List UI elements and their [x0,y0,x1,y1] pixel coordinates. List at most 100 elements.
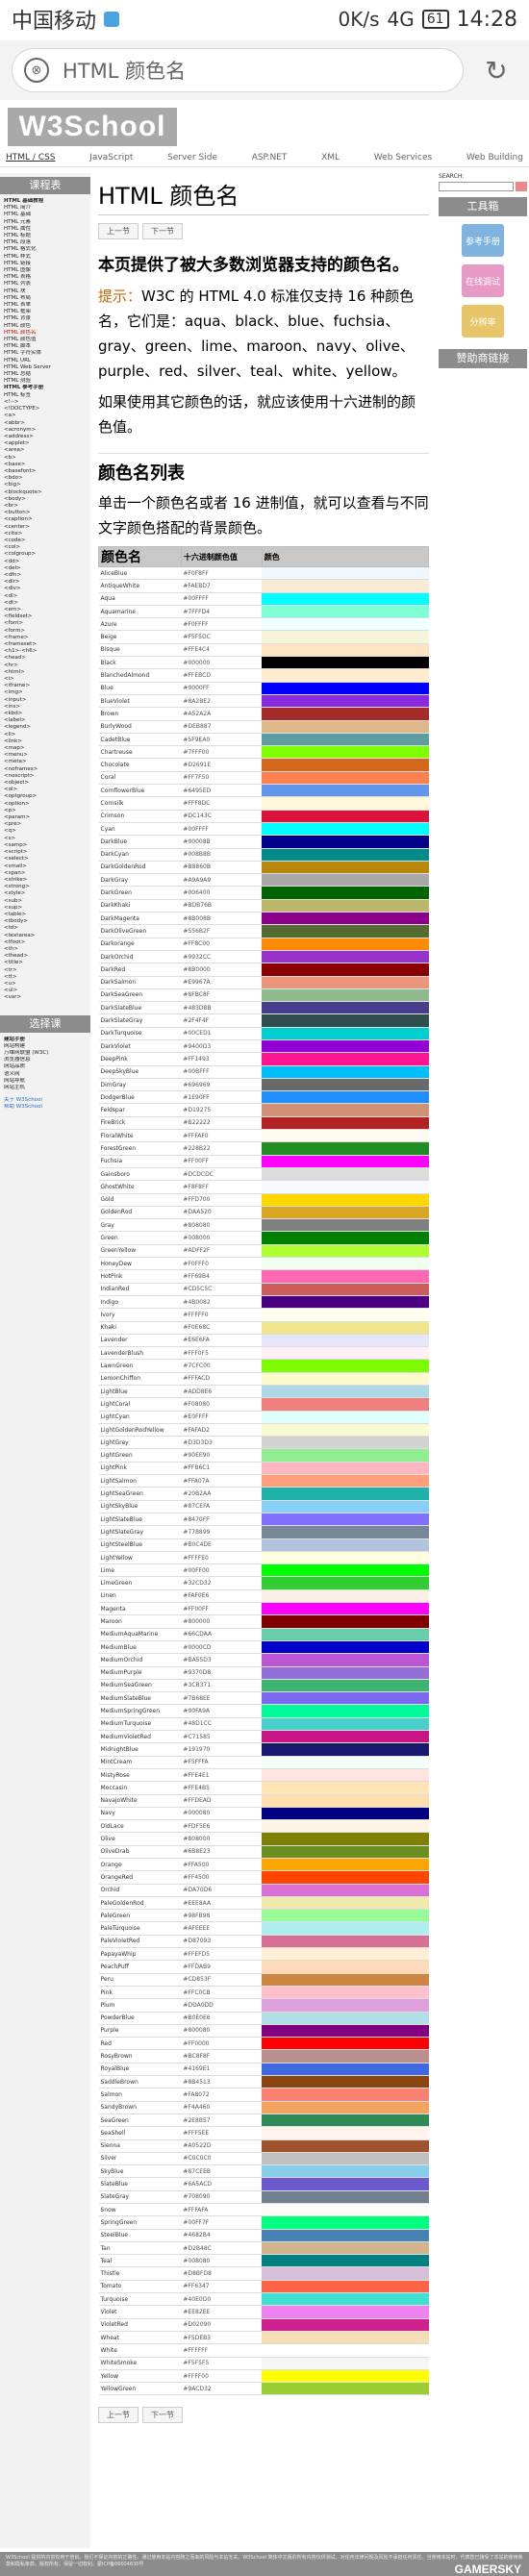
color-name-link[interactable]: VioletRed [98,2318,182,2332]
color-hex-link[interactable]: #EE82EE [181,2305,263,2319]
sidebar-item[interactable]: <button> [4,510,31,516]
sidebar-item[interactable]: HTML 颜色值 [4,337,37,343]
color-hex-link[interactable]: #FF7F50 [181,771,263,786]
color-hex-link[interactable]: #B0C4DE [181,1538,263,1552]
color-hex-link[interactable]: #F0FFFF [181,617,263,632]
color-hex-link[interactable]: #FAFAD2 [181,1423,263,1438]
sidebar-item[interactable]: <map> [4,745,25,752]
color-name-link[interactable]: NavajoWhite [98,1794,182,1808]
color-name-link[interactable]: Black [98,656,182,670]
sidebar-item[interactable]: <i> [4,676,14,683]
sidebar-item[interactable]: <style> [4,890,26,897]
color-hex-link[interactable]: #DCDCDC [181,1167,263,1182]
color-name-link[interactable]: DarkOliveGreen [98,924,182,938]
color-hex-link[interactable]: #808000 [181,1832,263,1846]
color-name-link[interactable]: BlanchedAlmond [98,668,182,683]
address-field[interactable]: ⊗ HTML 颜色名 [12,48,464,92]
color-hex-link[interactable]: #FF69B4 [181,1269,263,1284]
sidebar-item[interactable]: <select> [4,856,29,863]
color-name-link[interactable]: Linen [98,1589,182,1604]
sidebar-item[interactable]: HTML 格式化 [4,246,37,253]
color-name-link[interactable]: LightGreen [98,1448,182,1463]
color-name-link[interactable]: Fuchsia [98,1155,182,1168]
sidebar-item[interactable]: <blockquote> [4,488,42,495]
color-hex-link[interactable]: #0000CD [181,1640,263,1655]
color-name-link[interactable]: IndianRed [98,1283,182,1296]
color-hex-link[interactable]: #6A5ACD [181,2177,263,2191]
color-hex-link[interactable]: #BDB76B [181,899,263,913]
color-name-link[interactable]: GhostWhite [98,1180,182,1194]
nav-item[interactable]: XML [321,153,340,163]
color-hex-link[interactable]: #ADD8E6 [181,1385,263,1399]
sidebar-item[interactable]: <head> [4,655,26,662]
site-logo[interactable]: W3School [8,108,177,146]
sidebar-item[interactable]: <strike> [4,876,28,883]
sidebar-about-link[interactable]: 帮助 W3School [4,1104,42,1111]
color-hex-link[interactable]: #F4A460 [181,2101,263,2114]
color-hex-link[interactable]: #8A2BE2 [181,694,263,709]
color-name-link[interactable]: Indigo [98,1295,182,1310]
sidebar-item[interactable]: <del> [4,564,21,571]
sidebar-item[interactable]: <td> [4,925,18,932]
color-hex-link[interactable]: #B0E0E6 [181,2012,263,2025]
tool-reference-button[interactable]: 参考手册 [462,224,504,257]
sidebar-select-item[interactable]: 网站构建 [4,1042,26,1049]
sidebar-item[interactable]: <samp> [4,841,28,848]
sidebar-item[interactable]: <li> [4,731,16,738]
next-button-bottom[interactable]: 下一节 [142,2407,183,2424]
color-name-link[interactable]: SlateGray [98,2190,182,2205]
color-name-link[interactable]: LemonChiffon [98,1372,182,1387]
color-hex-link[interactable]: #FFE4C4 [181,643,263,658]
color-hex-link[interactable]: #FFF5EE [181,2126,263,2140]
sidebar-item[interactable]: <input> [4,696,27,703]
color-hex-link[interactable]: #CD5C5C [181,1283,263,1296]
color-hex-link[interactable]: #E9967A [181,976,263,989]
color-name-link[interactable]: LightYellow [98,1551,182,1565]
color-hex-link[interactable]: #32CD32 [181,1576,263,1590]
color-hex-link[interactable]: #CD853F [181,1973,263,1987]
nav-item[interactable]: ASP.NET [251,153,288,163]
sidebar-item[interactable]: <colgroup> [4,551,37,558]
color-name-link[interactable]: LightCyan [98,1411,182,1424]
color-hex-link[interactable]: #20B2AA [181,1487,263,1501]
sidebar-select-item[interactable]: 语义网 [4,1070,20,1077]
sidebar-item[interactable]: <col> [4,544,21,551]
color-name-link[interactable]: Feldspar [98,1103,182,1117]
color-hex-link[interactable]: #F0E68C [181,1321,263,1335]
color-name-link[interactable]: LightBlue [98,1385,182,1399]
sidebar-select-item[interactable]: 网站导航 [4,1077,26,1084]
color-hex-link[interactable]: #00FFFF [181,822,263,837]
sidebar-item[interactable]: HTML 简介 [4,205,32,212]
color-name-link[interactable]: Olive [98,1832,182,1846]
color-name-link[interactable]: MediumAquaMarine [98,1628,182,1641]
color-name-link[interactable]: SaddleBrown [98,2075,182,2089]
color-name-link[interactable]: Tomato [98,2280,182,2294]
color-name-link[interactable]: Navy [98,1807,182,1821]
sidebar-item[interactable]: <u> [4,980,16,987]
color-hex-link[interactable]: #000080 [181,1807,263,1821]
sidebar-item[interactable]: HTML 布局 [4,294,32,301]
color-hex-link[interactable]: #4682B4 [181,2229,263,2242]
color-hex-link[interactable]: #E6E6FA [181,1334,263,1348]
color-hex-link[interactable]: #F8F8FF [181,1180,263,1194]
sidebar-item[interactable]: <address> [4,433,34,439]
color-hex-link[interactable]: #F5DEB3 [181,2331,263,2345]
sidebar-item[interactable]: <form> [4,627,26,634]
sidebar-item[interactable]: HTML 表单 [4,302,32,309]
color-name-link[interactable]: DarkRed [98,963,182,977]
sidebar-item[interactable]: <hr> [4,662,18,668]
sidebar-item[interactable]: <meta> [4,759,27,765]
color-hex-link[interactable]: #FFFF00 [181,2369,263,2384]
color-name-link[interactable]: OldLace [98,1819,182,1834]
sidebar-item[interactable]: <body> [4,495,26,502]
color-name-link[interactable]: YellowGreen [98,2382,182,2396]
color-name-link[interactable]: DarkCyan [98,848,182,862]
color-name-link[interactable]: Ivory [98,1308,182,1322]
color-hex-link[interactable]: #8B4513 [181,2075,263,2089]
color-name-link[interactable]: PeachPuff [98,1960,182,1974]
sidebar-item[interactable]: <textarea> [4,932,36,938]
color-name-link[interactable]: LightSalmon [98,1474,182,1488]
sidebar-item[interactable]: HTML 字符实体 [4,350,42,357]
color-hex-link[interactable]: #4169E1 [181,2063,263,2077]
color-hex-link[interactable]: #9400D3 [181,1039,263,1054]
